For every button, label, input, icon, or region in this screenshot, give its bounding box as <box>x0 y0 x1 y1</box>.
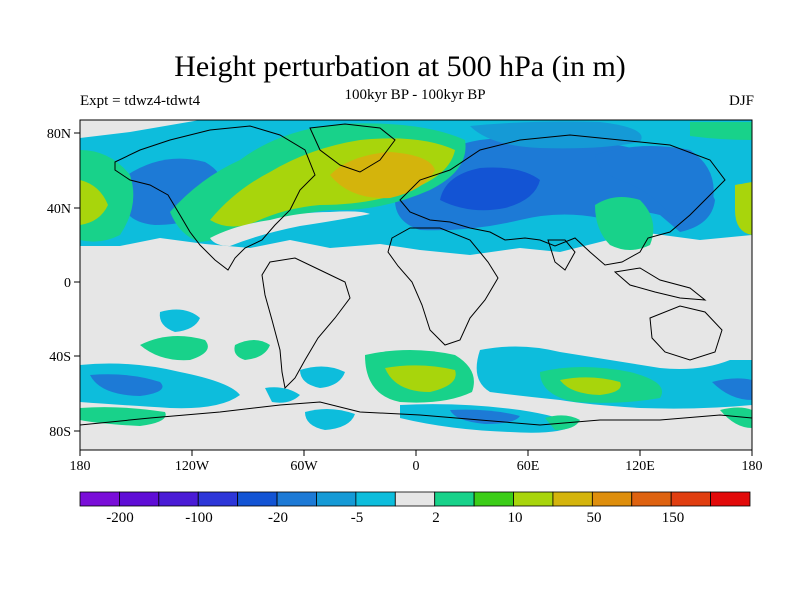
colorbar-swatch <box>710 491 751 507</box>
sh-low-south-1 <box>305 408 355 430</box>
contour-field <box>80 120 752 450</box>
high-arctic-ne <box>690 122 752 140</box>
x-tick-labels: 180 120W 60W 0 60E 120E 180 <box>70 459 763 474</box>
colorbar-swatch <box>394 491 436 507</box>
colorbar-swatch <box>552 491 593 507</box>
pacific-high-east <box>735 182 752 235</box>
coast-eurasia <box>399 134 726 266</box>
colorbar-swatch <box>197 491 239 507</box>
colorbar-swatch <box>631 491 672 507</box>
colorbar-label: 150 <box>662 510 685 526</box>
sh-low-sa <box>265 387 300 403</box>
colorbar-swatch <box>670 491 711 507</box>
colorbar-label: -5 <box>351 510 364 526</box>
colorbar-swatch <box>591 491 633 507</box>
sh-high-1 <box>140 336 208 361</box>
y-tick: 80S <box>49 425 71 440</box>
x-tick: 120E <box>625 459 655 474</box>
colorbar-swatch <box>473 491 514 507</box>
y-tick: 40S <box>49 350 71 365</box>
experiment-label: Expt = tdwz4-tdwt4 <box>80 93 201 109</box>
sh-low-south-2-core <box>450 409 520 424</box>
colorbar-label: -20 <box>268 510 288 526</box>
plot-title: Height perturbation at 500 hPa (in m) <box>174 50 626 83</box>
x-tick: 180 <box>70 459 91 474</box>
sh-high-indian-core <box>560 377 621 395</box>
coast-north-america <box>114 125 316 271</box>
colorbar-swatch <box>434 491 475 507</box>
colorbar-swatch <box>119 491 160 507</box>
colorbar-label: 10 <box>508 510 523 526</box>
colorbar-label: -200 <box>106 510 134 526</box>
y-tick: 40N <box>47 202 71 217</box>
period-label: 100kyr BP - 100kyr BP <box>344 87 486 103</box>
pacific-high-core <box>80 180 108 225</box>
colorbar-label: -100 <box>185 510 213 526</box>
sh-high-atlantic-core <box>385 365 456 392</box>
y-tick-labels: 80N 40N 0 40S 80S <box>47 127 71 440</box>
sh-low-1 <box>159 309 200 332</box>
colorbar-swatch <box>237 491 278 507</box>
x-tick: 0 <box>413 459 420 474</box>
season-label: DJF <box>728 93 754 109</box>
nh-low-strong <box>440 167 540 211</box>
x-tick: 120W <box>175 459 210 474</box>
colorbar-swatch <box>276 491 317 507</box>
sh-high-2 <box>234 340 270 360</box>
colorbar-swatch <box>513 491 554 507</box>
coastlines <box>80 123 752 426</box>
coast-antarctica <box>80 401 752 426</box>
colorbar-swatch <box>79 491 120 507</box>
coast-south-america <box>261 257 351 390</box>
asia-high <box>595 196 654 250</box>
nh-low-pacific <box>595 146 714 218</box>
colorbar-swatch <box>316 491 357 507</box>
x-tick: 60W <box>290 459 318 474</box>
coast-greenland <box>309 123 396 173</box>
sh-low-se <box>712 378 752 400</box>
colorbar-labels: -200 -100 -20 -5 2 10 50 150 <box>106 510 684 526</box>
axis-ticks <box>74 132 753 456</box>
coast-india <box>547 239 576 271</box>
colorbar-swatch <box>158 491 199 507</box>
x-tick: 60E <box>517 459 540 474</box>
sh-high-west-south <box>80 407 166 426</box>
coast-australia <box>649 305 723 361</box>
coast-se-asia <box>613 267 707 301</box>
colorbar-label: 2 <box>432 510 440 526</box>
coast-africa <box>387 227 499 346</box>
sh-low-mid <box>300 366 345 388</box>
sh-high-south-east <box>720 407 752 428</box>
y-tick: 0 <box>64 276 71 291</box>
colorbar-swatch <box>355 491 396 507</box>
x-tick: 180 <box>742 459 763 474</box>
colorbar-label: 50 <box>587 510 602 526</box>
sh-low-band-west-core <box>90 374 163 396</box>
na-high-white-gap <box>210 211 370 246</box>
na-high-core <box>330 152 435 199</box>
colorbar <box>79 491 751 507</box>
y-tick: 80N <box>47 127 71 142</box>
